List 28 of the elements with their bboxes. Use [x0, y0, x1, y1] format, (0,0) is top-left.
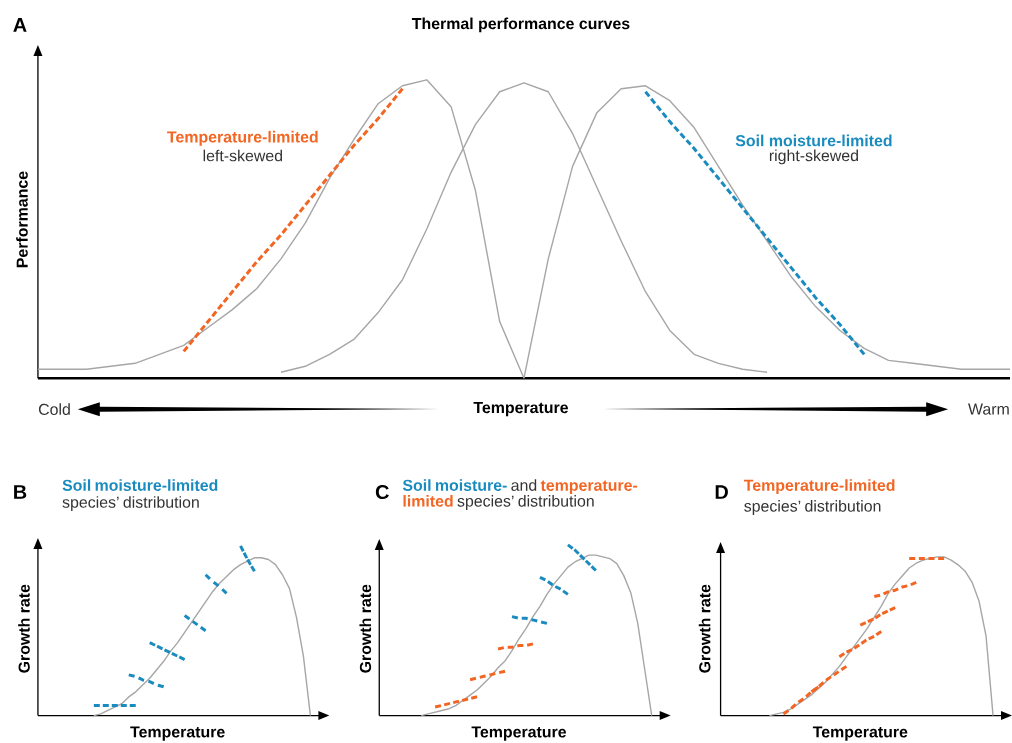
x-axis-title: Temperature — [130, 726, 225, 741]
text: C — [375, 485, 389, 500]
chart-subtitle: species’ distribution — [744, 500, 881, 516]
text: Soil moisture-limited — [735, 134, 892, 147]
chart-subtitle: species’ distribution — [457, 495, 594, 511]
text: Warm — [968, 403, 1009, 415]
text: limited — [403, 495, 453, 507]
text: Soil moisture-limited — [62, 479, 218, 492]
x-axis-title: Temperature — [812, 726, 908, 741]
text: Cold — [38, 403, 70, 416]
text: temperature- — [540, 480, 638, 495]
chart-title: Thermal performance curves — [411, 17, 630, 33]
y-axis-title: Growth rate — [359, 584, 372, 673]
chart-subtitle: species’ distribution — [62, 496, 199, 512]
text: Temperature-limited — [743, 479, 895, 495]
text: and — [511, 479, 537, 492]
x-axis-title: Temperature — [471, 726, 567, 741]
series-label: Temperature-limited — [167, 131, 318, 146]
text: D — [715, 485, 728, 500]
text: Soil moisture- — [402, 479, 507, 492]
y-axis-title: Growth rate — [18, 584, 30, 673]
y-axis-title: Growth rate — [698, 584, 711, 673]
text: A — [13, 18, 27, 33]
x-axis-title: Temperature — [473, 402, 569, 417]
y-axis-title: Performance — [16, 171, 28, 268]
annotation: left-skewed — [203, 149, 283, 162]
annotation: right-skewed — [769, 149, 858, 165]
text: B — [14, 485, 27, 500]
